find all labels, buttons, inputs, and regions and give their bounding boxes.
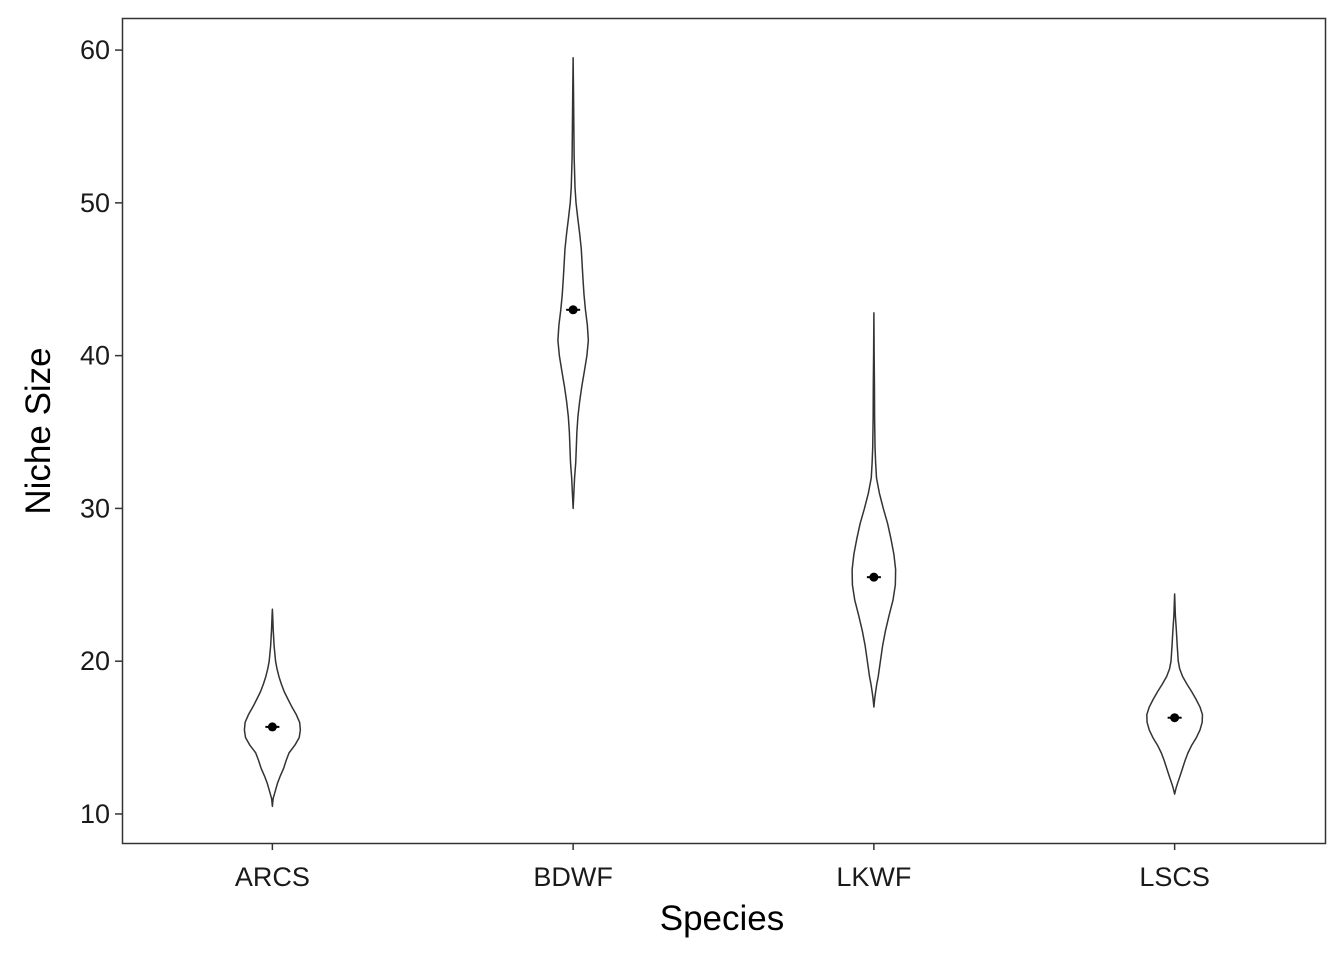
mean-point-lscs: [1170, 713, 1180, 723]
violin-lscs: [1146, 593, 1204, 795]
mean-point-arcs: [267, 722, 277, 732]
mean-point-bdwf: [568, 305, 578, 315]
x-axis-title: Species: [660, 899, 785, 938]
x-tick-label: LSCS: [1139, 862, 1210, 892]
x-axis: ARCS BDWF LKWF LSCS: [235, 843, 1210, 892]
y-axis-title: Niche Size: [19, 347, 58, 514]
y-axis: 10 20 30 40 50 60: [80, 35, 122, 829]
y-tick-label: 10: [80, 799, 110, 829]
mean-point-lkwf: [869, 572, 879, 582]
violin-arcs: [243, 608, 302, 808]
x-tick-label: ARCS: [235, 862, 310, 892]
violin-lkwf: [851, 312, 897, 708]
y-tick-label: 20: [80, 646, 110, 676]
y-tick-label: 60: [80, 35, 110, 65]
y-tick-label: 40: [80, 341, 110, 371]
panel-border: [121, 17, 1327, 845]
violin-bdwf: [557, 56, 590, 510]
y-tick-label: 50: [80, 188, 110, 218]
x-tick-label: LKWF: [836, 862, 911, 892]
violins: [243, 56, 1204, 808]
y-tick-label: 30: [80, 493, 110, 523]
x-tick-label: BDWF: [533, 862, 612, 892]
